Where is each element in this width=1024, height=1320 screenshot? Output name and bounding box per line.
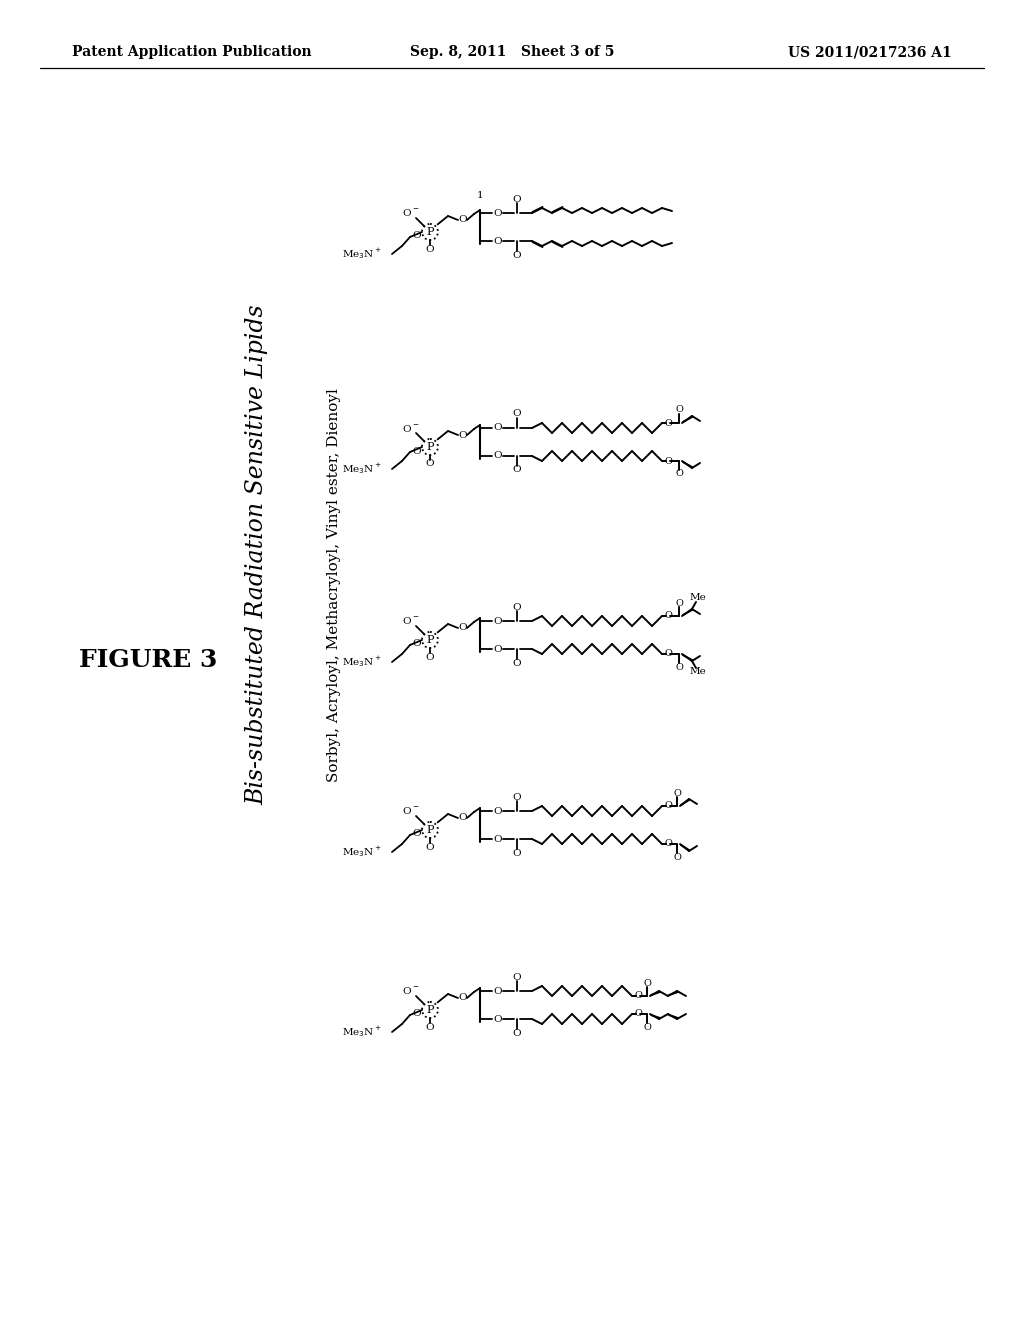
Text: O: O bbox=[459, 623, 467, 632]
Text: O: O bbox=[513, 409, 521, 418]
Text: O: O bbox=[664, 840, 672, 849]
Text: O: O bbox=[494, 451, 503, 461]
Text: O: O bbox=[675, 663, 683, 672]
Text: O: O bbox=[426, 244, 434, 253]
Text: O$^-$: O$^-$ bbox=[402, 207, 420, 219]
Text: P: P bbox=[426, 1005, 434, 1015]
Text: Me$_3$N$^+$: Me$_3$N$^+$ bbox=[342, 247, 382, 261]
Text: O: O bbox=[412, 639, 421, 648]
Text: Me: Me bbox=[689, 594, 707, 602]
Text: O: O bbox=[426, 459, 434, 469]
Text: O: O bbox=[675, 598, 683, 607]
Text: Patent Application Publication: Patent Application Publication bbox=[72, 45, 311, 59]
Text: FIGURE 3: FIGURE 3 bbox=[79, 648, 217, 672]
Text: O: O bbox=[513, 659, 521, 668]
Text: O: O bbox=[675, 470, 683, 479]
Text: O: O bbox=[664, 418, 672, 428]
Text: P: P bbox=[426, 227, 434, 238]
Text: O: O bbox=[513, 466, 521, 474]
Text: O: O bbox=[513, 194, 521, 203]
Text: O: O bbox=[673, 853, 681, 862]
Text: O: O bbox=[494, 424, 503, 433]
Text: O: O bbox=[643, 1023, 651, 1031]
Text: O: O bbox=[664, 611, 672, 620]
Text: O: O bbox=[426, 842, 434, 851]
Text: P: P bbox=[426, 635, 434, 645]
Text: O: O bbox=[643, 978, 651, 987]
Text: P: P bbox=[426, 442, 434, 451]
Text: O: O bbox=[664, 801, 672, 810]
Text: US 2011/0217236 A1: US 2011/0217236 A1 bbox=[788, 45, 952, 59]
Text: O: O bbox=[494, 986, 503, 995]
Text: O: O bbox=[426, 1023, 434, 1031]
Text: O: O bbox=[412, 1010, 421, 1019]
Text: O: O bbox=[513, 973, 521, 982]
Text: Me$_3$N$^+$: Me$_3$N$^+$ bbox=[342, 462, 382, 477]
Text: O: O bbox=[513, 1028, 521, 1038]
Text: Me$_3$N$^+$: Me$_3$N$^+$ bbox=[342, 655, 382, 669]
Text: O$^-$: O$^-$ bbox=[402, 986, 420, 997]
Text: O: O bbox=[513, 251, 521, 260]
Text: O: O bbox=[675, 405, 683, 414]
Text: O: O bbox=[494, 834, 503, 843]
Text: 1: 1 bbox=[477, 190, 483, 199]
Text: O: O bbox=[634, 991, 642, 1001]
Text: O: O bbox=[664, 649, 672, 659]
Text: O: O bbox=[494, 209, 503, 218]
Text: O: O bbox=[459, 430, 467, 440]
Text: O: O bbox=[673, 788, 681, 797]
Text: O: O bbox=[426, 652, 434, 661]
Text: O: O bbox=[513, 849, 521, 858]
Text: O: O bbox=[412, 446, 421, 455]
Text: O: O bbox=[494, 1015, 503, 1023]
Text: O: O bbox=[459, 994, 467, 1002]
Text: Bis-substituted Radiation Sensitive Lipids: Bis-substituted Radiation Sensitive Lipi… bbox=[246, 305, 268, 805]
Text: O: O bbox=[513, 792, 521, 801]
Text: P: P bbox=[426, 825, 434, 836]
Text: Me$_3$N$^+$: Me$_3$N$^+$ bbox=[342, 1024, 382, 1039]
Text: Sep. 8, 2011   Sheet 3 of 5: Sep. 8, 2011 Sheet 3 of 5 bbox=[410, 45, 614, 59]
Text: O$^-$: O$^-$ bbox=[402, 422, 420, 433]
Text: O: O bbox=[412, 231, 421, 240]
Text: O$^-$: O$^-$ bbox=[402, 615, 420, 627]
Text: Me: Me bbox=[689, 668, 707, 676]
Text: O: O bbox=[664, 457, 672, 466]
Text: Me$_3$N$^+$: Me$_3$N$^+$ bbox=[342, 845, 382, 859]
Text: O$^-$: O$^-$ bbox=[402, 805, 420, 817]
Text: O: O bbox=[494, 616, 503, 626]
Text: O: O bbox=[494, 236, 503, 246]
Text: O: O bbox=[634, 1010, 642, 1019]
Text: O: O bbox=[494, 807, 503, 816]
Text: Sorbyl, Acryloyl, Methacryloyl, Vinyl ester, Dienoyl: Sorbyl, Acryloyl, Methacryloyl, Vinyl es… bbox=[327, 388, 341, 781]
Text: O: O bbox=[494, 644, 503, 653]
Text: O: O bbox=[459, 813, 467, 822]
Text: O: O bbox=[459, 215, 467, 224]
Text: O: O bbox=[513, 602, 521, 611]
Text: O: O bbox=[412, 829, 421, 838]
